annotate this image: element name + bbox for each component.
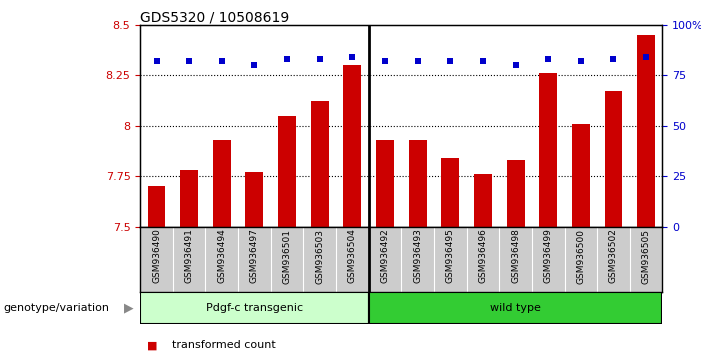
Text: GSM936495: GSM936495 [446,229,455,284]
Point [314,56,325,62]
Text: GSM936502: GSM936502 [609,229,618,284]
Bar [474,174,492,227]
Point [282,56,293,62]
Bar [409,140,427,227]
Bar [572,124,590,227]
Point [510,62,521,68]
Bar [604,91,622,227]
Text: GSM936498: GSM936498 [511,229,520,284]
Bar [245,172,264,227]
Bar [507,160,524,227]
Text: GSM936503: GSM936503 [315,229,325,284]
Point [641,54,652,60]
Bar [278,115,296,227]
Point [151,58,162,64]
Point [216,58,227,64]
Bar [539,73,557,227]
Text: GSM936500: GSM936500 [576,229,585,284]
Bar [637,35,655,227]
Point [347,54,358,60]
Text: GSM936491: GSM936491 [184,229,193,284]
Point [477,58,489,64]
Text: GSM936497: GSM936497 [250,229,259,284]
Bar [369,292,662,324]
Bar [140,292,369,324]
Bar [376,140,394,227]
Bar [213,140,231,227]
Text: GDS5320 / 10508619: GDS5320 / 10508619 [140,11,290,25]
Point [444,58,456,64]
Bar [311,102,329,227]
Text: ■: ■ [147,340,158,350]
Bar [442,158,459,227]
Text: GSM936496: GSM936496 [478,229,487,284]
Text: GSM936490: GSM936490 [152,229,161,284]
Text: genotype/variation: genotype/variation [4,303,109,313]
Text: GSM936493: GSM936493 [413,229,422,284]
Point [543,56,554,62]
Point [576,58,587,64]
Text: GSM936504: GSM936504 [348,229,357,284]
Text: transformed count: transformed count [172,340,275,350]
Text: GSM936492: GSM936492 [381,229,390,283]
Point [608,56,619,62]
Text: GSM936494: GSM936494 [217,229,226,283]
Text: Pdgf-c transgenic: Pdgf-c transgenic [206,303,303,313]
Point [184,58,195,64]
Text: GSM936501: GSM936501 [283,229,292,284]
Point [379,58,390,64]
Text: GSM936505: GSM936505 [641,229,651,284]
Text: ▶: ▶ [123,302,133,314]
Bar [180,170,198,227]
Text: wild type: wild type [490,303,541,313]
Bar [343,65,361,227]
Point [412,58,423,64]
Point [249,62,260,68]
Text: GSM936499: GSM936499 [544,229,552,284]
Bar [147,186,165,227]
